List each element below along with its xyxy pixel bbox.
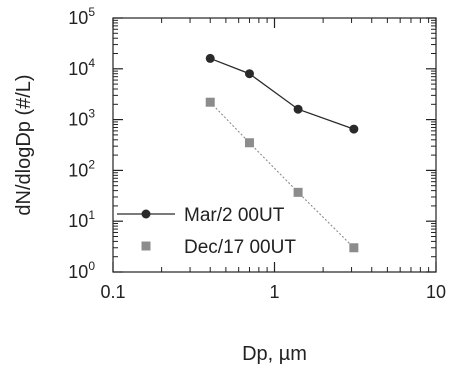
legend-label: Dec/17 00UT [184, 237, 296, 258]
legend-label: Mar/2 00UT [184, 205, 285, 226]
y-tick-label: 105 [68, 5, 95, 28]
major-ticks [112, 17, 437, 273]
series-1 [205, 53, 359, 134]
data-point [205, 97, 215, 107]
legend-marker [141, 241, 151, 251]
plot-frame [112, 17, 437, 273]
tick-labels: 0.1 1 10 100 101 102 103 104 105 [68, 5, 446, 302]
y-axis-label: dN/dlogDp (#/L) [13, 74, 35, 215]
x-tick-label: 10 [426, 282, 446, 302]
x-tick-label: 1 [269, 282, 279, 302]
series-line [209, 101, 355, 249]
series-layer [205, 53, 359, 253]
data-point [244, 69, 254, 79]
legend-entry: Dec/17 00UT [141, 237, 296, 258]
series-2 [205, 97, 359, 253]
data-point [244, 138, 254, 148]
data-point [293, 187, 303, 197]
legend-marker [141, 209, 151, 219]
legend: Mar/2 00UT Dec/17 00UT [117, 205, 296, 258]
x-axis-label: Dp, µm [242, 343, 307, 365]
y-tick-label: 101 [68, 208, 95, 231]
y-tick-label: 100 [68, 259, 95, 282]
data-point [205, 53, 215, 63]
series-line [209, 57, 355, 130]
y-tick-label: 104 [68, 56, 95, 79]
data-point [349, 124, 359, 134]
legend-entry: Mar/2 00UT [117, 205, 285, 226]
data-point [293, 104, 303, 114]
minor-ticks [113, 18, 436, 272]
y-tick-label: 102 [68, 157, 95, 180]
y-tick-label: 103 [68, 107, 95, 130]
x-tick-label: 0.1 [100, 282, 125, 302]
data-point [349, 243, 359, 253]
